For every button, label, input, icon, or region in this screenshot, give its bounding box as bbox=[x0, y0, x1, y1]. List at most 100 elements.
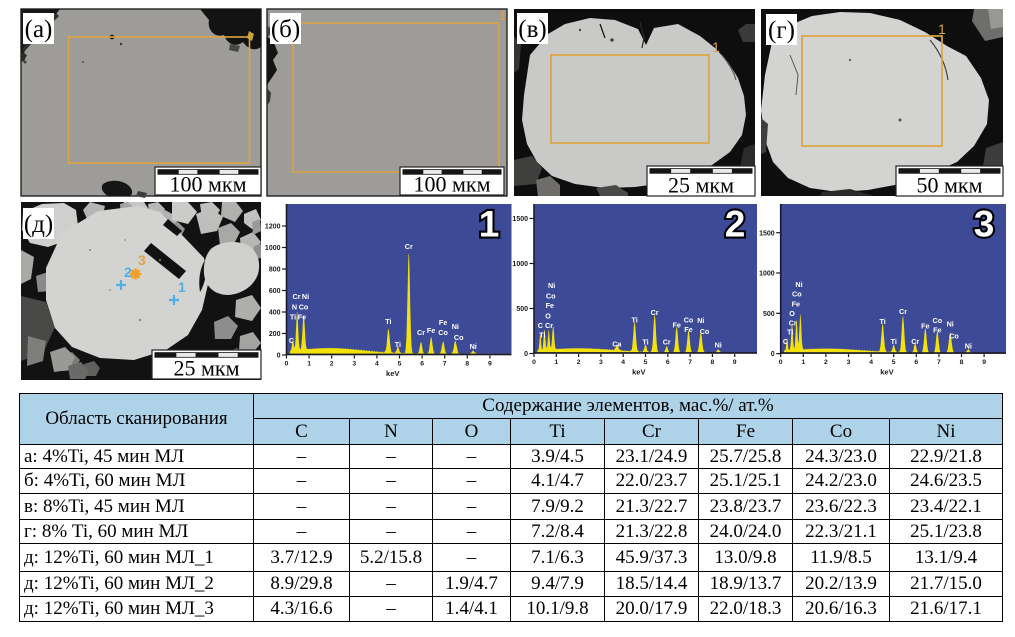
svg-text:4: 4 bbox=[621, 359, 625, 366]
svg-text:8: 8 bbox=[711, 359, 715, 366]
svg-text:Co: Co bbox=[949, 332, 959, 341]
svg-text:Cr: Cr bbox=[417, 328, 425, 337]
svg-text:Co: Co bbox=[700, 327, 710, 336]
svg-text:4: 4 bbox=[869, 359, 873, 366]
svg-text:25 мкм: 25 мкм bbox=[173, 356, 239, 381]
svg-text:O: O bbox=[545, 312, 551, 321]
svg-text:O: O bbox=[789, 309, 795, 318]
svg-text:Cr: Cr bbox=[663, 338, 671, 347]
svg-text:keV: keV bbox=[880, 368, 893, 377]
svg-text:Co: Co bbox=[933, 316, 943, 325]
svg-text:2: 2 bbox=[124, 264, 132, 280]
svg-text:1000: 1000 bbox=[265, 245, 281, 252]
svg-text:Fe: Fe bbox=[439, 318, 447, 327]
svg-text:7: 7 bbox=[443, 361, 447, 368]
svg-text:8: 8 bbox=[465, 361, 469, 368]
svg-text:(в): (в) bbox=[518, 16, 546, 43]
svg-text:Ni: Ni bbox=[965, 342, 972, 351]
svg-text:Ti: Ti bbox=[395, 340, 401, 349]
svg-text:6: 6 bbox=[420, 361, 424, 368]
svg-text:Ni: Ni bbox=[715, 341, 722, 350]
svg-text:Co: Co bbox=[546, 292, 556, 301]
svg-text:keV: keV bbox=[632, 368, 645, 377]
svg-text:1: 1 bbox=[499, 8, 506, 23]
svg-text:Ni: Ni bbox=[795, 280, 802, 289]
svg-text:Cr: Cr bbox=[911, 337, 919, 346]
svg-text:Ti: Ti bbox=[631, 316, 637, 325]
svg-text:1500: 1500 bbox=[759, 230, 775, 237]
svg-text:Ti: Ti bbox=[385, 317, 391, 326]
svg-text:8: 8 bbox=[960, 359, 964, 366]
svg-text:Ni: Ni bbox=[548, 281, 555, 290]
svg-text:Co: Co bbox=[438, 328, 448, 337]
svg-text:0: 0 bbox=[285, 361, 289, 368]
svg-text:Ti: Ti bbox=[642, 338, 648, 347]
svg-text:6: 6 bbox=[914, 359, 918, 366]
svg-text:25 мкм: 25 мкм bbox=[668, 173, 734, 198]
svg-text:3: 3 bbox=[847, 359, 851, 366]
svg-text:keV: keV bbox=[386, 369, 399, 378]
svg-text:3: 3 bbox=[138, 252, 146, 268]
svg-text:Fe: Fe bbox=[427, 326, 435, 335]
svg-text:Ni: Ni bbox=[302, 292, 309, 301]
svg-text:1000: 1000 bbox=[759, 271, 775, 278]
svg-text:1500: 1500 bbox=[512, 216, 528, 223]
svg-text:9: 9 bbox=[488, 361, 492, 368]
svg-text:Co: Co bbox=[684, 316, 694, 325]
svg-text:1: 1 bbox=[178, 279, 186, 295]
svg-text:Ni: Ni bbox=[470, 342, 477, 351]
svg-text:Ti: Ti bbox=[891, 337, 897, 346]
svg-text:0: 0 bbox=[277, 353, 281, 360]
svg-text:Fe: Fe bbox=[684, 325, 692, 334]
svg-text:800: 800 bbox=[269, 267, 281, 274]
svg-text:5: 5 bbox=[398, 361, 402, 368]
svg-text:Cr: Cr bbox=[789, 319, 797, 328]
svg-text:Co: Co bbox=[792, 290, 802, 299]
svg-text:0: 0 bbox=[532, 359, 536, 366]
svg-text:Fe: Fe bbox=[792, 300, 800, 309]
svg-text:Ti: Ti bbox=[879, 317, 885, 326]
svg-text:(а): (а) bbox=[25, 16, 53, 43]
svg-text:2: 2 bbox=[725, 204, 746, 245]
svg-text:Cr: Cr bbox=[545, 321, 553, 330]
svg-text:Co: Co bbox=[299, 303, 309, 312]
svg-text:1: 1 bbox=[479, 204, 500, 245]
svg-text:1000: 1000 bbox=[512, 261, 528, 268]
svg-text:C: C bbox=[289, 336, 294, 345]
svg-text:500: 500 bbox=[763, 311, 775, 318]
svg-text:3: 3 bbox=[352, 361, 356, 368]
svg-text:1: 1 bbox=[554, 359, 558, 366]
svg-text:Ti: Ti bbox=[539, 331, 545, 340]
svg-text:2: 2 bbox=[330, 361, 334, 368]
svg-text:3: 3 bbox=[599, 359, 603, 366]
svg-text:(г): (г) bbox=[768, 17, 795, 44]
svg-text:Cr: Cr bbox=[293, 292, 301, 301]
svg-text:Cr: Cr bbox=[651, 308, 659, 317]
svg-text:600: 600 bbox=[269, 288, 281, 295]
svg-text:Ti: Ti bbox=[290, 313, 296, 322]
svg-text:0: 0 bbox=[779, 359, 783, 366]
svg-text:400: 400 bbox=[269, 310, 281, 317]
svg-text:C: C bbox=[538, 321, 543, 330]
svg-text:500: 500 bbox=[516, 306, 528, 313]
svg-text:1200: 1200 bbox=[265, 224, 281, 231]
svg-text:50 мкм: 50 мкм bbox=[916, 173, 982, 198]
svg-text:6: 6 bbox=[666, 359, 670, 366]
svg-text:Ni: Ni bbox=[947, 320, 954, 329]
svg-text:(б): (б) bbox=[271, 16, 300, 43]
svg-text:9: 9 bbox=[733, 359, 737, 366]
svg-text:Ti: Ti bbox=[787, 328, 793, 337]
svg-text:100 мкм: 100 мкм bbox=[169, 172, 246, 197]
svg-text:9: 9 bbox=[982, 359, 986, 366]
svg-text:Fe: Fe bbox=[298, 313, 306, 322]
svg-text:Cr: Cr bbox=[405, 242, 413, 251]
svg-text:Cr: Cr bbox=[899, 307, 907, 316]
svg-text:1: 1 bbox=[307, 361, 311, 368]
svg-text:5: 5 bbox=[644, 359, 648, 366]
svg-text:1: 1 bbox=[712, 39, 720, 55]
svg-text:3: 3 bbox=[974, 204, 995, 245]
svg-text:Fe: Fe bbox=[673, 321, 681, 330]
svg-text:Fe: Fe bbox=[546, 301, 554, 310]
svg-text:2: 2 bbox=[824, 359, 828, 366]
svg-text:Co: Co bbox=[454, 333, 464, 342]
